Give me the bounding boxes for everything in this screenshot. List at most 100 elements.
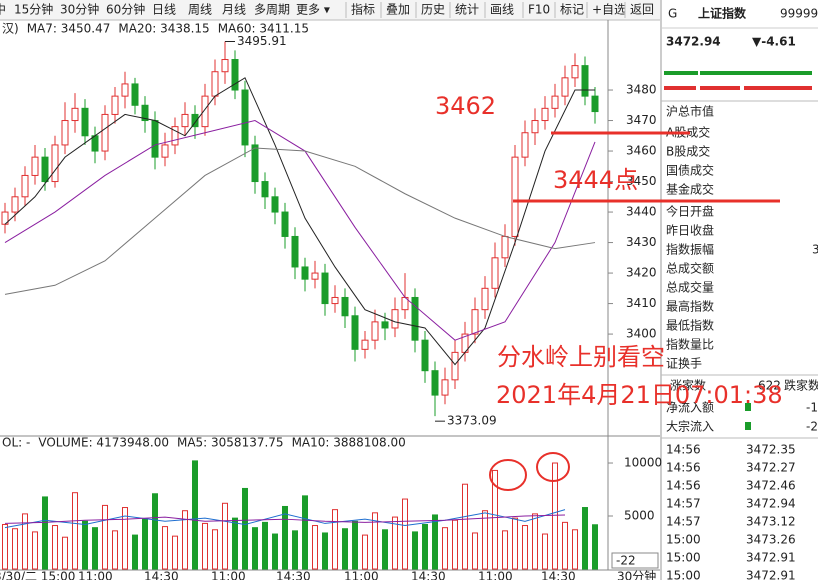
field-label: 指数量比 xyxy=(666,337,714,352)
tool-button[interactable]: 画线 xyxy=(490,3,514,17)
volume-bar xyxy=(432,514,438,570)
candle-body xyxy=(31,156,39,176)
period-tab[interactable]: 多周期 xyxy=(254,3,290,17)
flow-value: -1 xyxy=(806,401,818,415)
volume-tick-label: 5000 xyxy=(624,509,655,523)
y-tick-label: 3430 xyxy=(626,235,657,249)
candle-body xyxy=(321,272,329,305)
tool-button[interactable]: 统计 xyxy=(455,3,479,17)
field-label: 基金成交 xyxy=(666,182,714,197)
candle-body xyxy=(71,107,79,122)
tick-time: 14:56 xyxy=(666,461,701,475)
y-tick-label: 3470 xyxy=(626,113,657,127)
volume-bar xyxy=(12,528,18,570)
field-label: 总成交额 xyxy=(666,261,714,276)
volume-bar xyxy=(282,505,288,570)
candle-body xyxy=(471,309,479,335)
volume-bar xyxy=(152,493,158,570)
time-label: 11:00 xyxy=(78,570,113,580)
volume-bar xyxy=(362,534,368,570)
volume-bar xyxy=(232,517,238,570)
field-label: 最低指数 xyxy=(666,318,714,333)
ma-line xyxy=(4,147,596,295)
volume-bar xyxy=(372,512,378,570)
period-tab[interactable]: 中 xyxy=(0,2,6,17)
ma-legend: MA20: 3438.15 xyxy=(118,22,209,36)
candle-body xyxy=(491,257,499,289)
volume-bar xyxy=(62,536,68,570)
breadth-label: 跌家数 xyxy=(784,378,818,393)
tick-time: 14:56 xyxy=(666,479,701,493)
volume-bar xyxy=(512,517,518,570)
candle-body xyxy=(171,126,179,146)
volume-bar xyxy=(262,521,268,570)
volume-bar xyxy=(462,483,468,570)
period-tab[interactable]: 60分钟 xyxy=(106,2,145,17)
volume-bar xyxy=(172,535,178,570)
volume-bar xyxy=(192,460,198,570)
candle-body xyxy=(541,107,549,122)
annotation-circle xyxy=(489,459,527,491)
candle-body xyxy=(361,339,369,350)
tick-time: 15:00 xyxy=(666,551,701,565)
period-tab[interactable]: 更多 ▾ xyxy=(296,3,330,17)
tool-button[interactable]: 返回 xyxy=(630,3,654,17)
volume-bar xyxy=(572,529,578,570)
tick-price: 3473.26 xyxy=(746,533,796,547)
volume-bar xyxy=(522,525,528,570)
volume-bar xyxy=(562,521,568,570)
tool-button[interactable]: 历史 xyxy=(421,3,445,17)
candle-body xyxy=(91,135,99,152)
volume-box-label: -22 xyxy=(616,554,636,568)
candle-body xyxy=(521,132,529,158)
volume-bar xyxy=(592,524,598,570)
field-label: 总成交量 xyxy=(666,280,714,295)
period-tab[interactable]: 月线 xyxy=(222,3,246,17)
flow-bar xyxy=(745,422,751,430)
ask-bar xyxy=(744,86,812,90)
candle-body xyxy=(571,65,579,79)
volume-bar xyxy=(582,507,588,570)
candle-body xyxy=(441,379,449,396)
candle-body xyxy=(211,71,219,97)
annotation-text: 分水岭上别看空 xyxy=(497,343,665,371)
volume-bar xyxy=(102,504,108,570)
volume-bar xyxy=(292,530,298,570)
volume-bar xyxy=(542,533,548,570)
tool-button[interactable]: 叠加 xyxy=(386,3,410,17)
volume-bar xyxy=(272,533,278,570)
tool-button[interactable]: +自选 xyxy=(592,3,626,17)
toolbar-items: 中 15分钟 30分钟 60分钟 日线 周线 月线 多周期 更多 ▾ 指标 叠加 历史 统计 画线 F10 标… xyxy=(0,2,654,18)
flow-bar xyxy=(745,403,751,411)
volume-bar xyxy=(502,530,508,570)
period-tab[interactable]: 30分钟 xyxy=(60,2,99,17)
candle-body xyxy=(581,65,589,97)
index-code: 99999 xyxy=(780,7,818,21)
tool-button[interactable]: F10 xyxy=(528,3,550,17)
annotation-text: 3462 xyxy=(435,92,496,120)
tick-time: 14:57 xyxy=(666,515,701,529)
volume-bar xyxy=(112,530,118,570)
period-tab[interactable]: 周线 xyxy=(188,3,212,17)
candle-body xyxy=(281,211,289,237)
volume-bar xyxy=(2,523,8,570)
period-tab[interactable]: 15分钟 xyxy=(14,2,53,17)
candle-body xyxy=(51,144,59,183)
tool-button[interactable]: 指标 xyxy=(351,2,375,17)
bid-bar xyxy=(700,71,812,75)
tool-button[interactable]: 标记 xyxy=(560,3,584,17)
low-label: 3373.09 xyxy=(447,414,497,428)
tick-time: 14:57 xyxy=(666,497,701,511)
volume-bar xyxy=(552,462,558,570)
field-label: 最高指数 xyxy=(666,299,714,314)
volume-bar xyxy=(352,520,358,570)
candle-body xyxy=(231,59,239,91)
field-label: 证换手 xyxy=(666,357,702,371)
volume-bar xyxy=(312,525,318,570)
time-label: 3/30/二 15:00 xyxy=(0,570,75,580)
candle-body xyxy=(111,95,119,115)
candle-body xyxy=(251,144,259,183)
time-label: 14:30 xyxy=(144,570,179,580)
period-tab[interactable]: 日线 xyxy=(152,3,176,17)
